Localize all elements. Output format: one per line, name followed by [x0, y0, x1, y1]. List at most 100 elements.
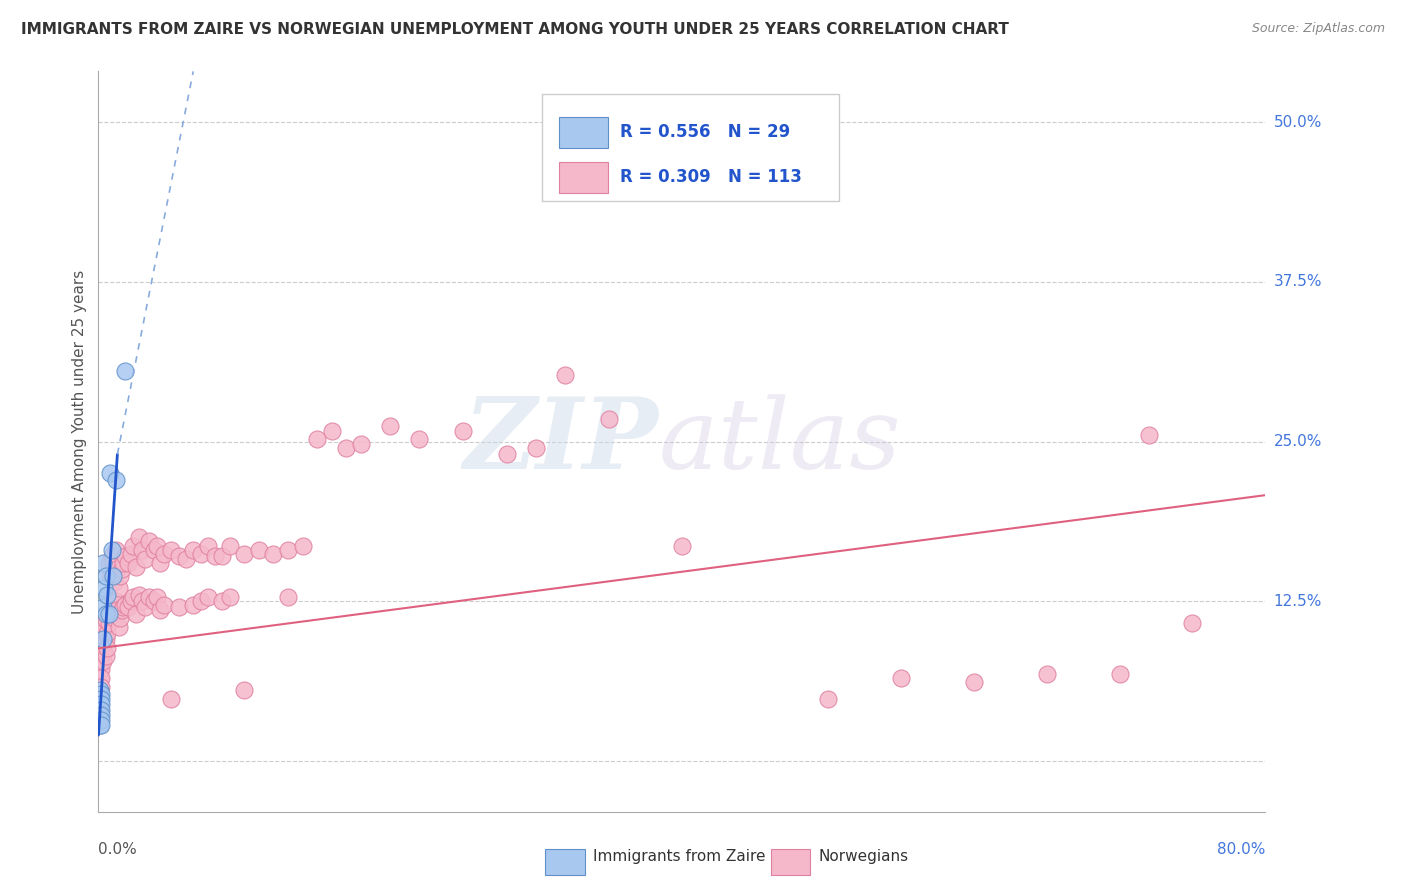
Point: [277, 543, 299, 558]
Point: [100, 549, 122, 564]
Point: [149, 603, 172, 617]
Point: [204, 549, 226, 564]
Point: [524, 441, 547, 455]
Point: [90, 703, 112, 717]
Point: [89, 671, 111, 685]
Text: Source: ZipAtlas.com: Source: ZipAtlas.com: [1251, 22, 1385, 36]
Point: [114, 364, 136, 378]
Point: [211, 549, 233, 564]
Point: [160, 543, 183, 558]
Point: [117, 600, 139, 615]
Point: [174, 552, 197, 566]
Point: [962, 674, 984, 689]
Point: [93, 619, 115, 633]
Point: [131, 594, 153, 608]
Point: [101, 556, 124, 570]
Point: [90, 698, 112, 712]
Point: [97, 607, 120, 621]
Point: [110, 568, 132, 582]
Point: [142, 594, 165, 608]
Point: [98, 607, 121, 621]
Point: [98, 568, 121, 582]
Point: [101, 568, 124, 582]
Point: [671, 539, 693, 553]
Point: [211, 594, 233, 608]
Point: [128, 588, 150, 602]
Point: [233, 547, 256, 561]
Point: [408, 432, 430, 446]
Text: 25.0%: 25.0%: [1274, 434, 1322, 449]
Point: [380, 419, 402, 434]
Point: [134, 600, 156, 615]
Point: [117, 556, 139, 570]
Point: [146, 539, 169, 553]
Point: [1035, 666, 1057, 681]
Point: [112, 556, 135, 570]
Point: [97, 588, 120, 602]
Point: [90, 718, 112, 732]
Point: [103, 574, 125, 589]
Point: [89, 645, 111, 659]
Point: [134, 552, 156, 566]
Point: [105, 603, 128, 617]
Point: [598, 411, 620, 425]
Point: [111, 603, 134, 617]
Point: [146, 591, 169, 605]
Point: [97, 615, 120, 630]
Point: [122, 591, 145, 605]
Point: [120, 594, 142, 608]
Point: [496, 447, 519, 461]
Point: [90, 671, 112, 685]
Point: [89, 703, 111, 717]
Point: [89, 690, 111, 704]
Text: 0.0%: 0.0%: [98, 842, 138, 857]
Point: [104, 473, 127, 487]
Point: [94, 632, 117, 647]
Point: [153, 547, 176, 561]
Point: [291, 539, 314, 553]
Point: [89, 713, 111, 727]
Point: [93, 632, 115, 647]
Point: [108, 619, 131, 633]
Point: [108, 582, 131, 596]
Point: [91, 556, 114, 570]
Point: [197, 539, 219, 553]
FancyBboxPatch shape: [560, 117, 609, 148]
Point: [114, 549, 136, 564]
Point: [93, 582, 115, 596]
Point: [90, 662, 112, 676]
Point: [218, 591, 240, 605]
Text: ZIP: ZIP: [464, 393, 658, 490]
Text: 37.5%: 37.5%: [1274, 275, 1322, 290]
Point: [128, 530, 150, 544]
Point: [90, 651, 112, 665]
Point: [262, 547, 284, 561]
Point: [190, 547, 212, 561]
Point: [89, 662, 111, 676]
Point: [90, 687, 112, 701]
Point: [94, 648, 117, 663]
Point: [167, 549, 190, 564]
Point: [277, 591, 299, 605]
Point: [111, 562, 134, 576]
Point: [233, 683, 256, 698]
Point: [105, 562, 128, 576]
Point: [91, 636, 114, 650]
Point: [122, 539, 145, 553]
Point: [100, 594, 122, 608]
Point: [160, 692, 183, 706]
Point: [96, 588, 118, 602]
Point: [90, 641, 112, 656]
Point: [451, 425, 474, 439]
Point: [89, 718, 111, 732]
Point: [97, 556, 120, 570]
Point: [96, 607, 118, 621]
FancyBboxPatch shape: [560, 161, 609, 193]
Point: [91, 632, 114, 647]
Text: IMMIGRANTS FROM ZAIRE VS NORWEGIAN UNEMPLOYMENT AMONG YOUTH UNDER 25 YEARS CORRE: IMMIGRANTS FROM ZAIRE VS NORWEGIAN UNEMP…: [21, 22, 1010, 37]
Point: [1137, 428, 1160, 442]
Point: [110, 610, 132, 624]
Point: [90, 632, 112, 647]
Point: [104, 543, 127, 558]
Point: [89, 692, 111, 706]
